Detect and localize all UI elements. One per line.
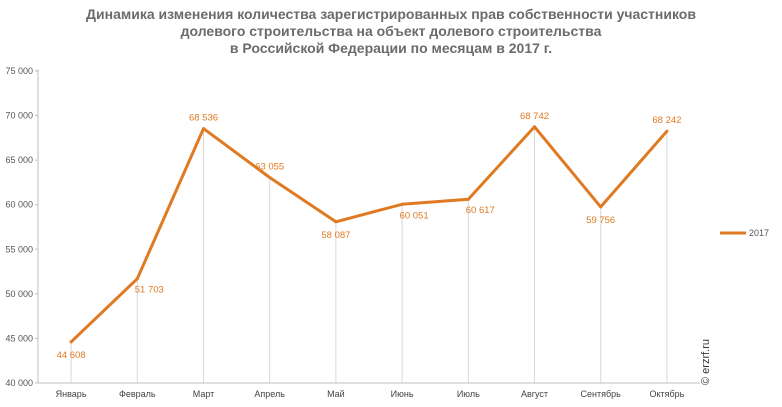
x-tick-label-6: Июнь [391,389,414,399]
data-point-10 [665,129,669,133]
x-tick-label-8: Август [521,389,548,399]
data-point-5 [334,220,338,224]
data-label-7: 60 617 [466,205,495,216]
x-tick-label-1: Январь [56,389,87,399]
x-tick-label-5: Май [327,389,345,399]
watermark-text: © erzrf.ru [700,339,712,385]
data-point-6 [400,202,404,206]
legend-label-2017: 2017 [749,228,769,238]
data-point-2 [135,277,139,281]
data-label-3: 68 536 [189,113,218,124]
y-tick-label-2: 45 000 [5,333,33,343]
y-tick-label-7: 70 000 [5,111,33,121]
data-label-6: 60 051 [400,210,429,221]
x-tick-label-10: Октябрь [649,389,684,399]
chart-title-line-3: в Российской Федерации по месяцам в 2017… [229,40,553,56]
data-point-9 [599,205,603,209]
data-label-5: 58 087 [321,230,350,241]
x-tick-label-9: Сентябрь [581,389,622,399]
y-tick-label-5: 60 000 [5,200,33,210]
chart-title-line-1: Динамика изменения количества зарегистри… [86,6,696,22]
data-label-8: 68 742 [520,111,549,122]
x-tick-label-7: Июль [457,389,480,399]
series-2017-line [69,125,669,344]
data-point-8 [533,125,536,129]
x-tick-label-4: Апрель [254,389,285,399]
data-label-1: 44 608 [57,350,86,361]
y-tick-label-8: 75 000 [5,66,33,76]
data-label-10: 68 242 [652,115,681,126]
chart-title-line-2: долевого строительства на объект долевог… [180,23,602,39]
data-label-2: 51 703 [135,285,164,296]
data-point-7 [466,197,470,201]
y-tick-label-3: 50 000 [5,289,33,299]
data-label-9: 59 756 [586,215,615,226]
y-tick-label-1: 40 000 [5,378,33,388]
data-point-1 [69,340,73,344]
y-tick-label-6: 65 000 [5,155,33,165]
data-point-3 [202,127,205,131]
chart-title: Динамика изменения количества зарегистри… [0,6,782,57]
x-tick-label-3: Март [193,389,215,399]
x-tick-label-2: Февраль [119,389,156,399]
y-tick-label-4: 55 000 [5,244,33,254]
data-label-4: 63 055 [255,161,284,172]
data-point-4 [268,175,272,179]
